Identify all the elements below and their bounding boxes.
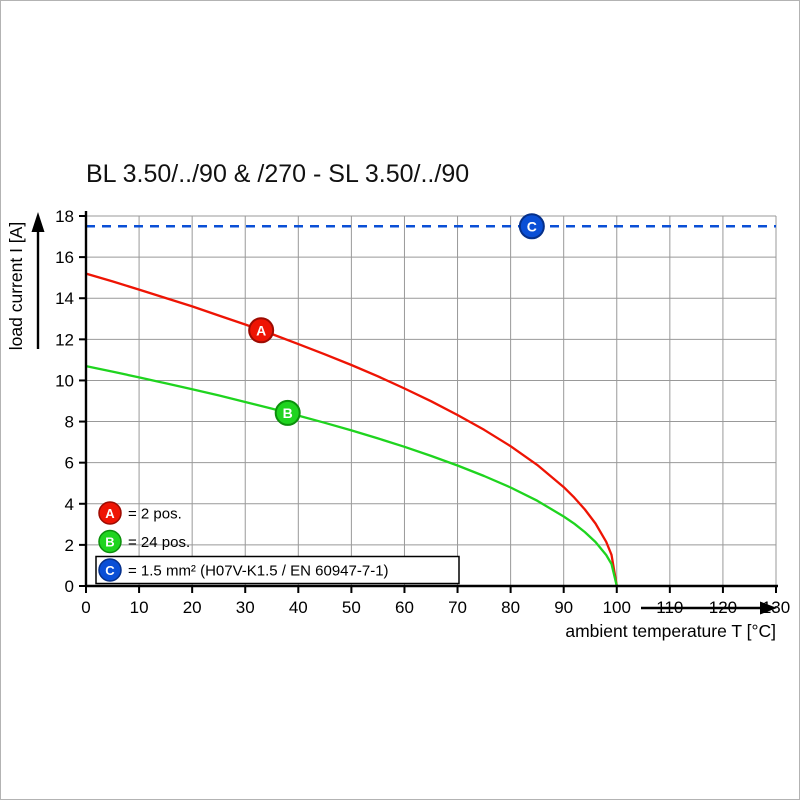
axis-ticks xyxy=(79,215,777,593)
x-tick-label: 0 xyxy=(81,598,90,617)
y-axis-arrow-icon xyxy=(31,212,45,232)
legend-marker-C xyxy=(98,558,122,582)
marker-A xyxy=(248,317,275,344)
x-axis-label: ambient temperature T [°C] xyxy=(565,621,776,641)
curve-B xyxy=(85,364,618,587)
curve-A xyxy=(85,272,618,587)
x-tick-label: 20 xyxy=(183,598,202,617)
y-tick-label: 4 xyxy=(65,495,74,514)
legend-marker-letter: A xyxy=(105,506,115,521)
legend-label-C: = 1.5 mm² (H07V-K1.5 / EN 60947-7-1) xyxy=(128,563,389,580)
x-tick-label: 50 xyxy=(342,598,361,617)
legend-label-B: = 24 pos. xyxy=(128,534,190,551)
legend-marker-letter: B xyxy=(105,534,114,549)
chart-title: BL 3.50/../90 & /270 - SL 3.50/../90 xyxy=(86,160,470,188)
x-tick-label: 130 xyxy=(762,598,790,617)
marker-C xyxy=(518,213,545,240)
marker-letter-A: A xyxy=(256,322,266,338)
y-axis-label: load current I [A] xyxy=(6,222,26,350)
x-tick-label: 80 xyxy=(501,598,520,617)
x-tick-label: 60 xyxy=(395,598,414,617)
x-tick-label: 70 xyxy=(448,598,467,617)
legend-marker-B xyxy=(98,529,122,554)
y-tick-label: 8 xyxy=(65,413,74,432)
legend-box xyxy=(95,555,460,585)
x-tick-label: 10 xyxy=(130,598,149,617)
y-tick-label: 2 xyxy=(65,536,74,555)
axis-tick-labels: 0 10 20 30 40 50 60 70 80 90 100 110 120 130024681012… xyxy=(55,207,790,617)
x-tick-label: 40 xyxy=(289,598,308,617)
y-tick-label: 6 xyxy=(65,454,74,473)
x-axis-arrow-icon xyxy=(760,601,777,615)
marker-B xyxy=(274,399,301,426)
y-tick-label: 10 xyxy=(55,371,74,390)
legend-label-A: = 2 pos. xyxy=(128,506,182,523)
y-tick-label: 18 xyxy=(55,207,74,226)
y-tick-label: 0 xyxy=(65,577,74,596)
legend: A = 2 pos. B = 24 pos. C = 1.5 mm² (H07V-K1.5… xyxy=(95,501,460,585)
curves xyxy=(85,225,776,587)
marker-letter-B: B xyxy=(283,405,293,421)
curve-markers: A B C xyxy=(248,213,545,426)
y-tick-label: 16 xyxy=(55,248,74,267)
y-tick-label: 14 xyxy=(55,289,74,308)
x-tick-label: 30 xyxy=(236,598,255,617)
legend-marker-letter: C xyxy=(105,563,115,578)
legend-marker-A xyxy=(98,501,122,525)
x-tick-label: 100 xyxy=(603,598,631,617)
marker-letter-C: C xyxy=(527,218,537,234)
y-tick-label: 12 xyxy=(55,330,74,349)
x-tick-label: 90 xyxy=(554,598,573,617)
